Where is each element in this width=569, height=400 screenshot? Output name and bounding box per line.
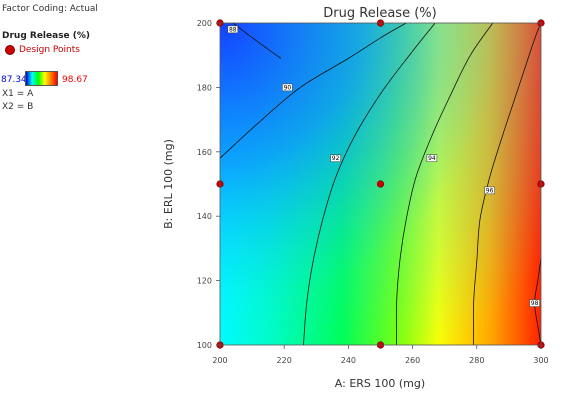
contour-label-box-90 bbox=[282, 83, 293, 92]
design-points-legend: Design Points bbox=[5, 44, 80, 56]
contour-line-90 bbox=[219, 22, 407, 159]
y-tick-label-200: 200 bbox=[197, 19, 212, 28]
contour-line-96 bbox=[472, 22, 542, 346]
response-name-label: Drug Release (%) bbox=[2, 31, 91, 41]
design-point-marker-icon bbox=[5, 45, 15, 55]
x-tick-label-260: 260 bbox=[405, 356, 420, 365]
contour-label-box-88 bbox=[227, 25, 239, 34]
y-tick-label-180: 180 bbox=[197, 83, 212, 92]
x-tick-label-220: 220 bbox=[277, 356, 292, 365]
y-tick-label-100: 100 bbox=[197, 341, 212, 350]
x-tick-label-280: 280 bbox=[469, 356, 484, 365]
contour-label-98: 98 bbox=[531, 300, 539, 307]
design-point-5 bbox=[376, 180, 385, 188]
color-scale-min: 87.34 bbox=[1, 75, 27, 85]
contour-label-92: 92 bbox=[332, 155, 340, 162]
contour-label-96: 96 bbox=[486, 187, 494, 194]
design-points-label: Design Points bbox=[19, 45, 80, 55]
contour-line-88 bbox=[232, 22, 282, 59]
color-scale-max: 98.67 bbox=[62, 75, 88, 85]
contour-labels: 88 90 92 94 96 98 bbox=[227, 25, 540, 307]
x-tick-label-240: 240 bbox=[341, 356, 356, 365]
plot-area: 88 90 92 94 96 98 bbox=[216, 19, 545, 349]
x-tick-label-300: 300 bbox=[533, 356, 548, 365]
contour-label-88: 88 bbox=[229, 26, 237, 33]
contour-label-box-98 bbox=[529, 299, 540, 307]
x-tick-label-200: 200 bbox=[212, 356, 227, 365]
x1-mapping-label: X1 = A bbox=[2, 89, 34, 99]
y-tick-label-120: 120 bbox=[197, 277, 212, 286]
color-scale-bar bbox=[25, 71, 58, 86]
x-axis: 200 220 240 260 280 300 bbox=[212, 345, 549, 365]
contour-label-box-94 bbox=[426, 154, 438, 162]
y-axis-title: B: ERL 100 (mg) bbox=[162, 139, 175, 229]
x2-mapping-label: X2 = B bbox=[2, 102, 34, 112]
contour-line-94 bbox=[395, 22, 494, 346]
chart-title: Drug Release (%) bbox=[323, 6, 436, 21]
y-axis: 100 120 140 160 180 200 bbox=[197, 19, 220, 350]
plot-frame bbox=[219, 22, 542, 346]
contour-label-90: 90 bbox=[284, 84, 292, 91]
y-tick-label-140: 140 bbox=[197, 212, 212, 221]
contour-line-92 bbox=[303, 22, 436, 346]
y-tick-label-160: 160 bbox=[197, 148, 212, 157]
contour-label-box-96 bbox=[484, 186, 495, 195]
contour-label-94: 94 bbox=[428, 155, 436, 162]
factor-coding-label: Factor Coding: Actual bbox=[2, 4, 98, 14]
contour-label-box-92 bbox=[330, 154, 341, 162]
x-axis-title: A: ERS 100 (mg) bbox=[335, 377, 425, 390]
